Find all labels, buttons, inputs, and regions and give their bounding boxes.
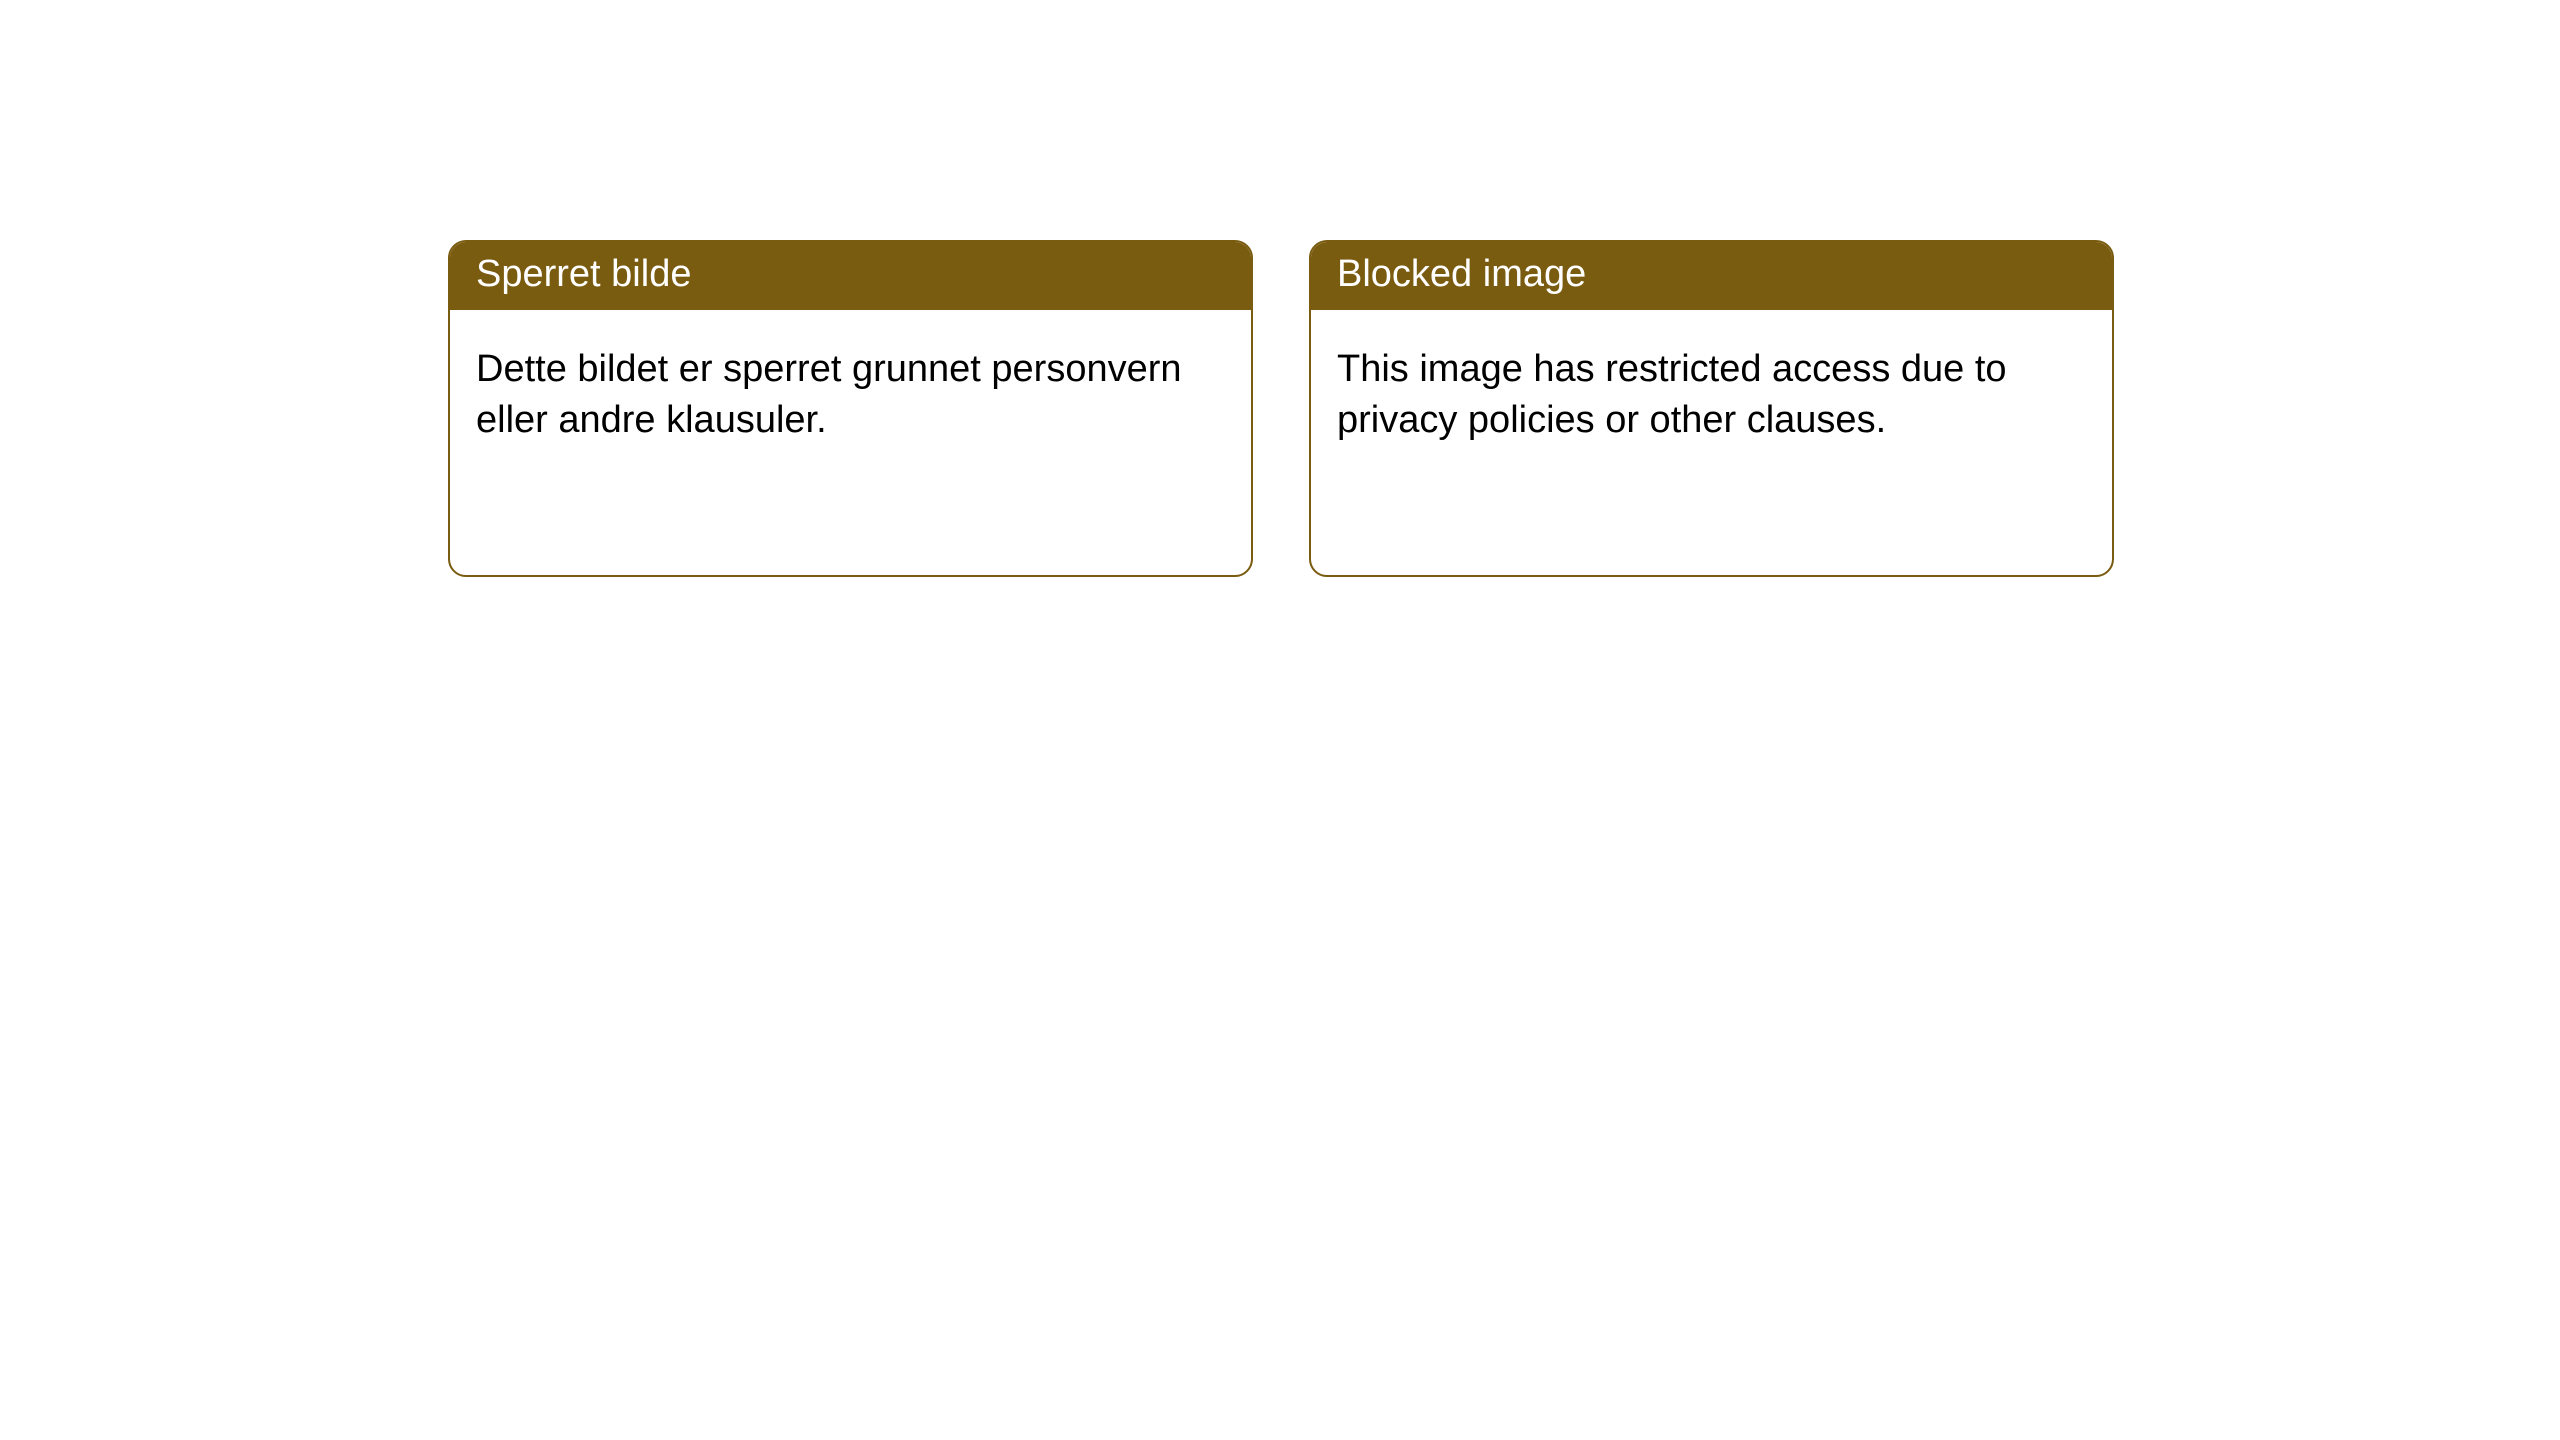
notice-body-text: This image has restricted access due to … bbox=[1311, 310, 2112, 481]
notice-card-norwegian: Sperret bilde Dette bildet er sperret gr… bbox=[448, 240, 1253, 577]
notice-title: Blocked image bbox=[1311, 242, 2112, 310]
notice-card-english: Blocked image This image has restricted … bbox=[1309, 240, 2114, 577]
notice-container: Sperret bilde Dette bildet er sperret gr… bbox=[448, 240, 2560, 577]
notice-body-text: Dette bildet er sperret grunnet personve… bbox=[450, 310, 1251, 481]
notice-title: Sperret bilde bbox=[450, 242, 1251, 310]
